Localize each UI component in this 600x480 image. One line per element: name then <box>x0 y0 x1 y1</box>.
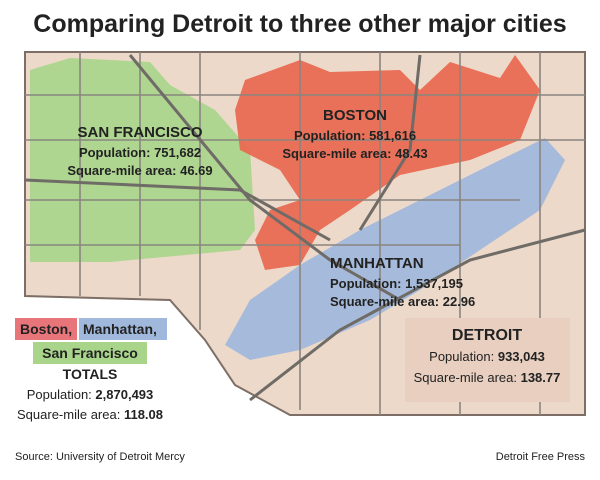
detroit-box: DETROIT Population: 933,043 Square-mile … <box>405 318 570 402</box>
roads <box>24 52 586 415</box>
city-name: DETROIT <box>452 327 522 344</box>
population-line: Population: 2,870,493 <box>27 387 154 402</box>
credit: Detroit Free Press <box>496 451 586 463</box>
value: 581,616 <box>369 128 416 143</box>
source: Source: University of Detroit Mercy <box>15 451 185 463</box>
area-line: Square-mile area: 118.08 <box>17 407 163 422</box>
area-line: Square-mile area: 48.43 <box>282 146 427 161</box>
population-line: Population: 581,616 <box>294 128 416 143</box>
value: 46.69 <box>180 163 213 178</box>
label: Square-mile area: <box>67 163 176 178</box>
area-line: Square-mile area: 46.69 <box>67 163 212 178</box>
population-line: Population: 751,682 <box>79 145 201 160</box>
total-city: Boston, <box>20 321 72 337</box>
area-line: Square-mile area: 22.96 <box>330 294 475 309</box>
city-name: MANHATTAN <box>330 255 424 272</box>
value: 2,870,493 <box>95 387 153 402</box>
label: Square-mile area: <box>414 370 517 385</box>
population-line: Population: 933,043 <box>429 349 545 364</box>
total-city: Manhattan, <box>83 321 157 337</box>
manhattan-swatch <box>79 318 167 340</box>
value: 22.96 <box>443 294 476 309</box>
population-line: Population: 1,537,195 <box>330 276 463 291</box>
manhattan-label: MANHATTAN Population: 1,537,195 Square-m… <box>330 255 475 309</box>
label: Population: <box>294 128 366 143</box>
manhattan-area <box>225 138 565 360</box>
value: 48.43 <box>395 146 428 161</box>
total-city: San Francisco <box>42 345 138 361</box>
value: 751,682 <box>154 145 201 160</box>
label: Square-mile area: <box>330 294 439 309</box>
boston-swatch <box>15 318 77 340</box>
area-line: Square-mile area: 138.77 <box>414 370 561 385</box>
value: 138.77 <box>521 370 561 385</box>
label: Population: <box>330 276 402 291</box>
city-name: BOSTON <box>323 107 387 124</box>
label: Population: <box>429 349 494 364</box>
label: Population: <box>79 145 151 160</box>
value: 933,043 <box>498 349 545 364</box>
totals: Boston, Manhattan, San Francisco TOTALS … <box>15 318 167 422</box>
title: Comparing Detroit to three other major c… <box>33 10 566 38</box>
label: Population: <box>27 387 92 402</box>
san-francisco-area <box>30 58 255 262</box>
city-name: SAN FRANCISCO <box>77 124 202 141</box>
san-francisco-swatch <box>33 342 147 364</box>
san-francisco-label: SAN FRANCISCO Population: 751,682 Square… <box>67 124 212 178</box>
box <box>405 318 570 402</box>
boston-label: BOSTON Population: 581,616 Square-mile a… <box>282 107 427 161</box>
boston-area <box>235 55 540 270</box>
value: 118.08 <box>124 407 163 422</box>
value: 1,537,195 <box>405 276 463 291</box>
totals-heading: TOTALS <box>63 366 118 382</box>
label: Square-mile area: <box>17 407 120 422</box>
label: Square-mile area: <box>282 146 391 161</box>
